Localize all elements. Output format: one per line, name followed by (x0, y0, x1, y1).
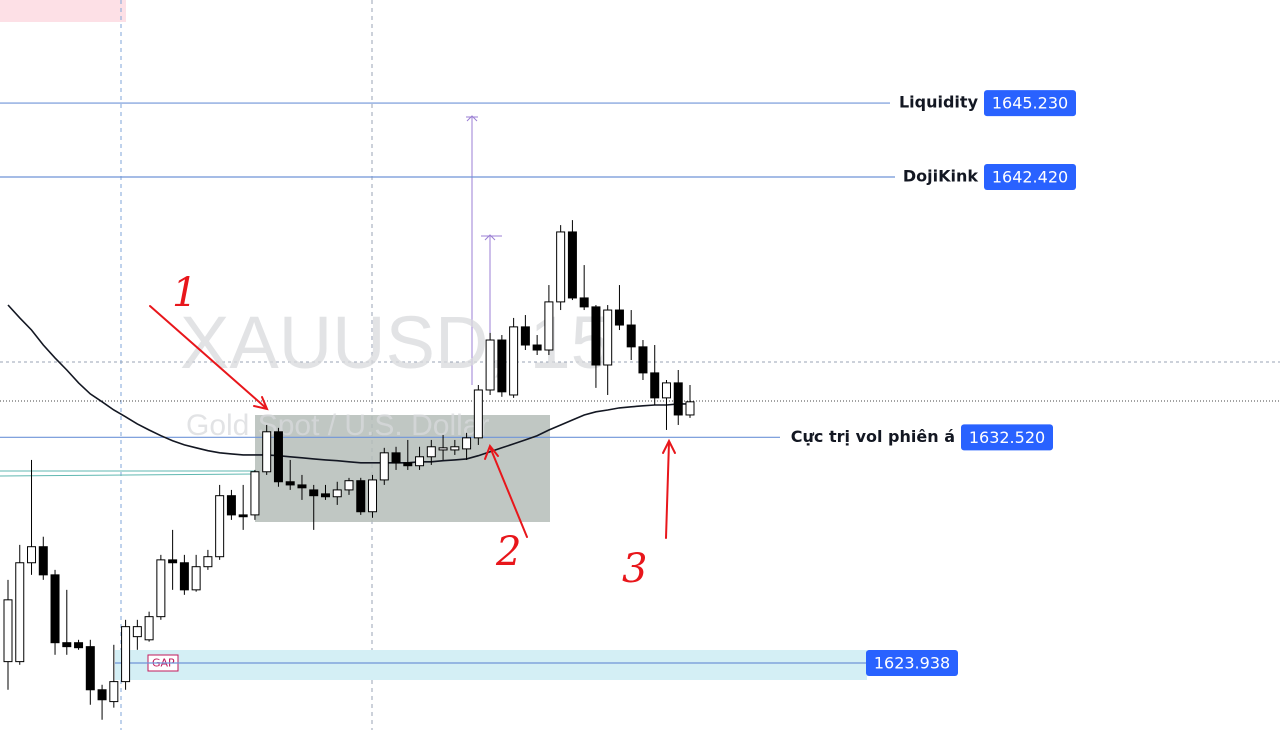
watermark-symbol: XAUUSD, 15 (180, 301, 612, 384)
candle-body (391, 452, 401, 464)
candle-body (309, 489, 319, 497)
levels: Liquidity 1645.230 DojiKink 1642.420 Cực trị… (0, 90, 1076, 676)
candle-body (626, 324, 636, 348)
trend-line (0, 473, 261, 477)
candle-body (685, 401, 695, 416)
candle-body (27, 546, 37, 564)
price-badge (961, 424, 1053, 451)
candle-body (273, 431, 283, 483)
candle-body (250, 471, 260, 516)
candle-body (74, 642, 84, 649)
candle-body (344, 480, 354, 491)
candle-body (579, 297, 589, 308)
price-badge-text: 1632.520 (969, 428, 1045, 447)
candle-body (132, 626, 142, 638)
price-badge (984, 90, 1076, 117)
candle-body (438, 447, 448, 451)
candle-body (673, 382, 683, 416)
candle-body (15, 562, 25, 663)
level-label: Cực trị vol phiên á (791, 427, 955, 446)
candle-body (168, 559, 178, 564)
candle-body (109, 681, 119, 703)
candle-body (603, 309, 613, 366)
candle-body (297, 484, 307, 489)
candle-body (473, 389, 483, 439)
candle-body (356, 480, 366, 513)
candle-body (520, 326, 530, 346)
candle-body (415, 456, 425, 467)
candle-body (320, 493, 330, 498)
candle-body (156, 559, 166, 618)
candle-body (614, 309, 624, 326)
price-badge (866, 649, 958, 676)
candle-body (262, 431, 272, 473)
candle-body (509, 326, 519, 396)
candle-body (379, 452, 389, 481)
candle-body (3, 599, 13, 663)
candle-body (285, 481, 295, 486)
arrows (149, 305, 676, 539)
candle-body (215, 495, 225, 558)
candle-body (591, 306, 601, 366)
candle-body (50, 574, 60, 644)
level-label: Liquidity (899, 93, 979, 112)
measure-tool (466, 115, 502, 385)
moving-average (7, 304, 690, 464)
annotation: 1 (172, 270, 197, 316)
candle-body (556, 231, 566, 303)
candle-body (532, 344, 542, 351)
candle-body (97, 689, 107, 701)
price-badge-text: 1623.938 (874, 653, 950, 672)
highlight-box (0, 0, 126, 22)
candle-body (62, 642, 72, 648)
candle-body (226, 495, 236, 516)
annotation: 2 (495, 529, 521, 575)
candle-body (661, 382, 671, 399)
candle-body (368, 479, 378, 513)
candle-body (497, 339, 507, 393)
candle-body (203, 556, 213, 568)
candle-body (650, 372, 660, 399)
candle-body (485, 339, 495, 391)
candle-body (450, 446, 460, 451)
candle-body (544, 301, 554, 351)
candle-body (332, 489, 342, 498)
candle-body (144, 616, 154, 641)
plot: Liquidity 1645.230 DojiKink 1642.420 Cực trị… (0, 90, 1076, 720)
price-badge-text: 1642.420 (992, 167, 1068, 186)
candle-body (38, 546, 48, 576)
candle-body (638, 346, 648, 374)
candle-body (403, 462, 413, 467)
candle-body (426, 446, 436, 458)
gap-zone (115, 650, 867, 680)
watermark-description: Gold Spot / U.S. Dollar (186, 409, 489, 442)
level-label: DojiKink (903, 166, 979, 185)
candle-body (238, 514, 248, 518)
price-badge-text: 1645.230 (992, 94, 1068, 113)
candle-body (462, 437, 472, 450)
candle-body (567, 231, 577, 299)
consolidation-zone (255, 415, 550, 522)
candle-body (85, 646, 95, 691)
annotation: 3 (622, 546, 647, 592)
price-badge (984, 163, 1076, 190)
candle-body (179, 562, 189, 591)
candle-body (121, 626, 131, 683)
candle-body (191, 566, 201, 591)
